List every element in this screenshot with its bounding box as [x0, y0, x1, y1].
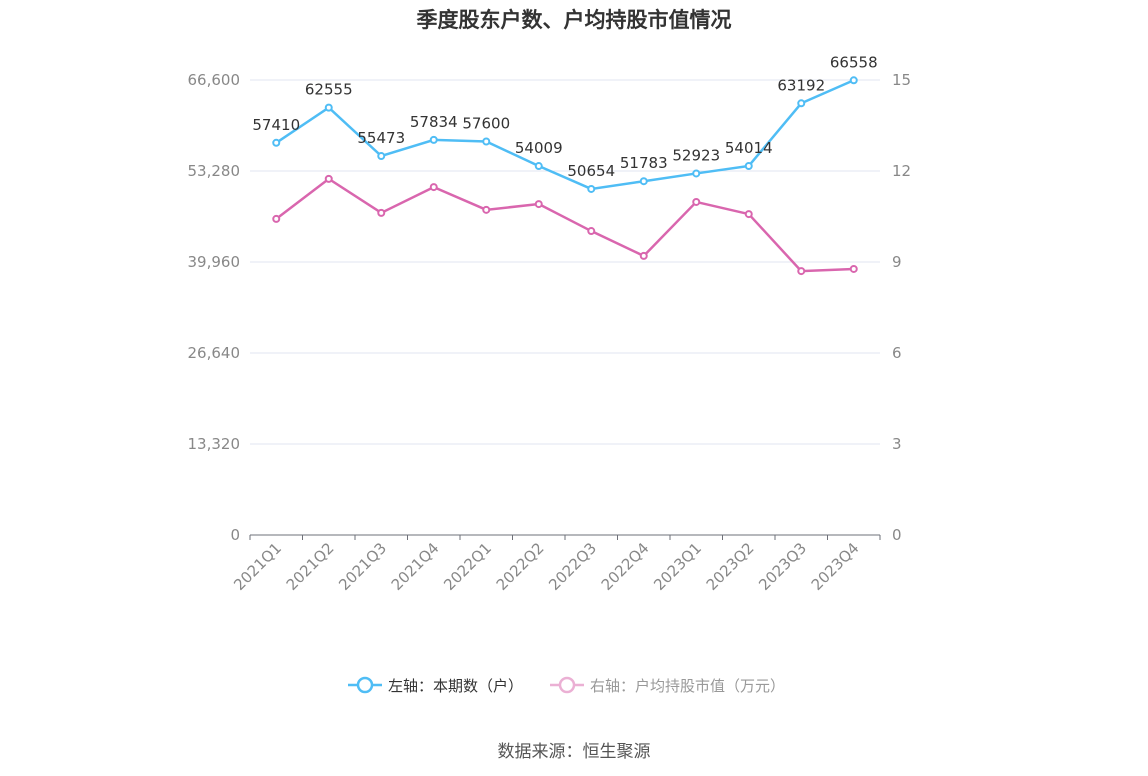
x-tick-label: 2022Q1 [440, 539, 495, 594]
series-2 [272, 174, 858, 276]
data-point [849, 264, 858, 273]
data-point [534, 200, 543, 209]
left-tick-label: 13,320 [188, 435, 241, 453]
data-point [797, 99, 806, 108]
chart-title: 季度股东户数、户均持股市值情况 [416, 8, 732, 32]
data-point [429, 183, 438, 192]
data-point [587, 184, 596, 193]
line-chart: 0 0 13,320 3 26,640 6 39,960 9 53,280 12 66,600 15 2… [188, 53, 912, 695]
data-label: 57410 [252, 116, 300, 134]
x-tick-label: 2023Q1 [650, 539, 705, 594]
legend-circle-icon [558, 676, 576, 694]
legend-circle-icon [356, 676, 374, 694]
x-tick-label: 2023Q2 [703, 539, 758, 594]
data-point [482, 205, 491, 214]
x-tick-label: 2022Q3 [545, 539, 600, 594]
data-point [587, 227, 596, 236]
series-line [275, 177, 854, 273]
data-point [324, 103, 333, 112]
data-label: 54009 [515, 139, 563, 157]
data-point [482, 137, 491, 146]
data-point [377, 208, 386, 217]
data-point [377, 152, 386, 161]
legend-label: 左轴：本期数（户） [388, 677, 523, 695]
data-point [429, 135, 438, 144]
legend-label: 右轴：户均持股市值（万元） [590, 677, 785, 695]
x-tick-label: 2022Q4 [598, 539, 653, 594]
x-tick-label: 2021Q1 [230, 539, 285, 594]
data-point [272, 214, 281, 223]
data-point [639, 251, 648, 260]
data-label: 63192 [777, 76, 825, 94]
data-point [797, 267, 806, 276]
right-tick-label: 12 [892, 162, 911, 180]
data-label: 50654 [567, 162, 615, 180]
data-point [692, 169, 701, 178]
left-tick-label: 53,280 [188, 162, 241, 180]
legend-item-2[interactable]: 右轴：户均持股市值（万元） [550, 676, 785, 695]
x-tick-label: 2021Q2 [283, 539, 338, 594]
data-label: 57834 [410, 113, 458, 131]
right-tick-label: 9 [892, 253, 902, 271]
x-tick-label: 2021Q4 [388, 539, 443, 594]
data-point [849, 76, 858, 85]
left-tick-label: 66,600 [188, 71, 241, 89]
right-tick-label: 0 [892, 526, 902, 544]
x-tick-label: 2021Q3 [335, 539, 390, 594]
left-tick-label: 26,640 [188, 344, 241, 362]
left-tick-label: 0 [230, 526, 240, 544]
data-point [324, 174, 333, 183]
data-label: 54014 [725, 139, 773, 157]
data-label: 55473 [357, 129, 405, 147]
data-point [272, 138, 281, 147]
right-tick-label: 6 [892, 344, 902, 362]
x-tick-label: 2023Q4 [808, 539, 863, 594]
data-point [639, 177, 648, 186]
right-tick-label: 15 [892, 71, 911, 89]
right-tick-label: 3 [892, 435, 902, 453]
legend-item-1[interactable]: 左轴：本期数（户） [348, 676, 523, 695]
data-point [534, 162, 543, 171]
data-label: 51783 [620, 154, 668, 172]
data-label: 57600 [462, 114, 510, 132]
data-point [744, 161, 753, 170]
data-point [744, 210, 753, 219]
data-label: 52923 [672, 146, 720, 164]
data-label: 66558 [830, 53, 878, 71]
x-tick-label: 2022Q2 [493, 539, 548, 594]
x-tick-label: 2023Q3 [755, 539, 810, 594]
data-label: 62555 [305, 81, 353, 99]
series-line [275, 79, 855, 191]
data-source: 数据来源：恒生聚源 [497, 742, 651, 762]
left-tick-label: 39,960 [188, 253, 241, 271]
data-point [692, 197, 701, 206]
